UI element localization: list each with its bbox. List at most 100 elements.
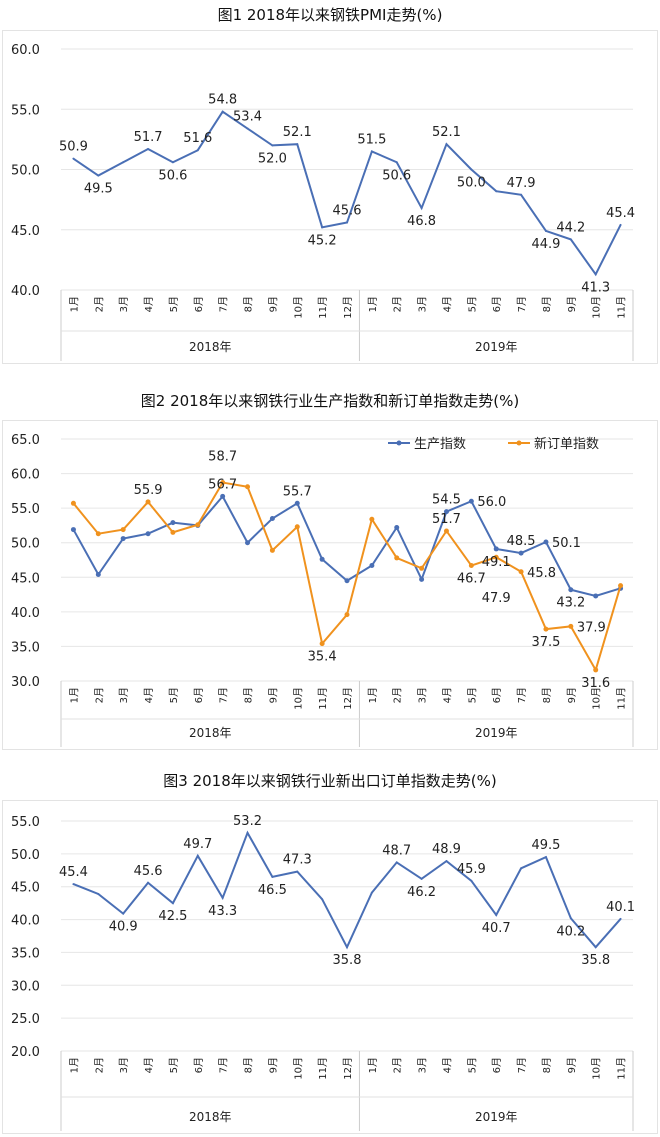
data-point — [569, 238, 572, 241]
year-label: 2019年 — [475, 1110, 518, 1124]
data-label: 45.6 — [333, 204, 362, 219]
data-point — [246, 831, 249, 834]
data-point — [122, 161, 125, 164]
data-label: 41.3 — [581, 280, 610, 295]
data-point — [319, 556, 325, 562]
month-tick-label: 10月 — [292, 296, 304, 319]
data-point — [70, 527, 76, 533]
month-tick-label: 4月 — [143, 1057, 155, 1073]
data-point — [296, 870, 299, 873]
legend-marker — [396, 440, 402, 446]
data-point — [544, 856, 547, 859]
data-label: 47.9 — [507, 176, 536, 191]
data-point — [495, 913, 498, 916]
data-point — [246, 127, 249, 130]
data-point — [470, 879, 473, 882]
y-tick-label: 40.0 — [11, 606, 40, 621]
month-tick-label: 5月 — [466, 296, 478, 312]
data-label: 45.4 — [59, 865, 88, 880]
month-tick-label: 2月 — [392, 296, 404, 312]
data-label: 45.9 — [457, 862, 486, 877]
y-tick-label: 60.0 — [11, 468, 40, 483]
data-point — [593, 667, 599, 673]
month-tick-label: 4月 — [143, 296, 155, 312]
y-tick-label: 55.0 — [11, 815, 40, 830]
y-tick-label: 25.0 — [11, 1012, 40, 1027]
data-label: 45.8 — [527, 566, 556, 581]
month-tick-label: 9月 — [267, 687, 279, 703]
data-label: 50.1 — [552, 536, 581, 551]
month-tick-label: 9月 — [267, 1057, 279, 1073]
y-tick-label: 20.0 — [11, 1045, 40, 1060]
data-point — [518, 550, 524, 556]
month-tick-label: 5月 — [168, 1057, 180, 1073]
month-tick-label: 2月 — [392, 687, 404, 703]
month-tick-label: 7月 — [218, 1057, 230, 1073]
data-point — [520, 867, 523, 870]
month-tick-label: 6月 — [491, 1057, 503, 1073]
data-point — [370, 891, 373, 894]
y-tick-label: 50.0 — [11, 537, 40, 552]
chart3-panel: 20.0 25.0 30.0 35.0 40.0 45.0 50.0 55.0 2018年 201… — [2, 800, 658, 1134]
data-point — [593, 593, 599, 599]
data-label: 48.5 — [507, 534, 536, 549]
month-tick-label: 7月 — [218, 296, 230, 312]
data-point — [245, 540, 251, 546]
data-point — [420, 877, 423, 880]
month-tick-label: 3月 — [417, 687, 429, 703]
month-tick-label: 11月 — [317, 296, 329, 319]
data-label: 49.1 — [482, 555, 511, 570]
data-point — [544, 229, 547, 232]
month-tick-label: 1月 — [68, 1057, 80, 1073]
data-point — [97, 892, 100, 895]
data-point — [271, 875, 274, 878]
data-point — [568, 623, 574, 629]
data-label: 42.5 — [158, 909, 187, 924]
data-point — [72, 157, 75, 160]
data-point — [470, 168, 473, 171]
month-tick-label: 1月 — [367, 1057, 379, 1073]
data-point — [269, 547, 275, 553]
data-point — [294, 500, 300, 506]
y-tick-label: 55.0 — [11, 103, 40, 118]
month-tick-label: 12月 — [342, 687, 354, 710]
data-point — [493, 546, 499, 552]
data-point — [221, 896, 224, 899]
data-point — [170, 520, 176, 526]
data-point — [95, 531, 101, 537]
data-point — [296, 143, 299, 146]
data-label: 46.2 — [407, 885, 436, 900]
month-tick-label: 5月 — [168, 687, 180, 703]
legend-label: 新订单指数 — [534, 436, 599, 452]
data-label: 37.9 — [577, 620, 606, 635]
data-label: 43.3 — [208, 904, 237, 919]
month-tick-label: 7月 — [218, 687, 230, 703]
data-point — [122, 912, 125, 915]
data-point — [97, 174, 100, 177]
data-label: 50.9 — [59, 140, 88, 155]
data-point — [443, 528, 449, 534]
data-point — [269, 516, 275, 522]
month-tick-label: 11月 — [317, 687, 329, 710]
data-point — [245, 484, 251, 490]
data-point — [419, 565, 425, 571]
data-label: 55.7 — [283, 484, 312, 499]
data-label: 49.5 — [84, 182, 113, 197]
chart3-svg: 20.0 25.0 30.0 35.0 40.0 45.0 50.0 55.0 2018年 201… — [11, 814, 635, 1131]
y-tick-label: 40.0 — [11, 284, 40, 299]
month-tick-label: 1月 — [68, 296, 80, 312]
chart1-title: 图1 2018年以来钢铁PMI走势(%) — [217, 6, 443, 24]
month-tick-label: 1月 — [367, 687, 379, 703]
data-point — [445, 860, 448, 863]
year-label: 2019年 — [475, 726, 518, 740]
data-point — [147, 148, 150, 151]
data-label: 56.7 — [208, 477, 237, 492]
data-label: 40.1 — [606, 900, 635, 915]
month-tick-label: 8月 — [541, 687, 553, 703]
year-label: 2018年 — [189, 1110, 232, 1124]
month-tick-label: 7月 — [516, 1057, 528, 1073]
month-tick-label: 9月 — [566, 1057, 578, 1073]
data-point — [395, 861, 398, 864]
data-point — [196, 854, 199, 857]
data-point — [344, 612, 350, 618]
